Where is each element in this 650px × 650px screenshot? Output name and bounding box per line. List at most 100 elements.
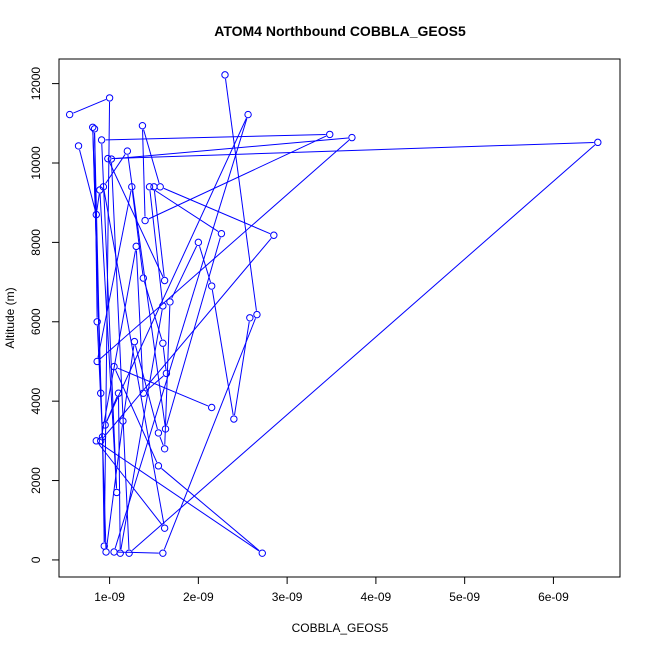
data-point	[101, 421, 109, 429]
series-line-segment	[111, 141, 594, 159]
data-point	[90, 125, 99, 133]
series-line-segment	[159, 436, 164, 446]
series-line-segment	[143, 129, 160, 184]
data-point	[139, 389, 148, 397]
series-line-segment	[106, 424, 123, 549]
data-point	[116, 549, 124, 557]
chart-title: ATOM4 Northbound COBBLA_GEOS5	[214, 23, 466, 39]
y-tick-label: 2000	[29, 467, 43, 494]
series-line-segment	[73, 98, 107, 114]
x-tick-label: 2e-09	[183, 590, 214, 604]
series-line-segment	[101, 143, 118, 489]
series-line-segment	[142, 129, 146, 217]
data-point	[194, 238, 203, 247]
data-point	[162, 369, 171, 378]
series-line-segment	[211, 289, 234, 416]
data-point	[159, 339, 167, 347]
data-point	[93, 318, 101, 326]
data-point	[154, 462, 163, 470]
data-point	[160, 276, 169, 285]
series-line-segment	[171, 245, 198, 299]
data-point	[65, 110, 74, 119]
x-tick-label: 4e-09	[361, 590, 392, 604]
x-tick-label: 6e-09	[538, 590, 569, 604]
series-line-segment	[233, 321, 250, 416]
series-line-segment	[163, 187, 271, 235]
series-1	[65, 94, 254, 556]
y-tick-label: 0	[29, 556, 43, 563]
series-line-segment	[103, 190, 165, 525]
data-point	[150, 183, 158, 191]
data-point	[93, 357, 101, 366]
y-axis-label: Altitude (m)	[3, 287, 17, 348]
series-line-segment	[105, 154, 126, 184]
series-line-segment	[225, 78, 257, 311]
series-line-segment	[118, 397, 121, 550]
data-point	[244, 110, 252, 119]
data-point	[92, 437, 100, 445]
series-line-segment	[106, 117, 247, 422]
series-line-segment	[163, 318, 256, 550]
series-line-segment	[111, 163, 130, 550]
series-line-segment	[162, 347, 167, 370]
series-line-segment	[135, 250, 144, 390]
series-line-segment	[118, 551, 159, 554]
data-point	[132, 242, 140, 251]
data-point	[123, 147, 132, 155]
data-point	[92, 210, 100, 219]
data-point	[258, 549, 266, 557]
series-line-segment	[100, 250, 136, 438]
series-line-segment	[117, 367, 209, 407]
data-point	[221, 71, 229, 79]
data-point	[89, 123, 97, 131]
data-point	[125, 549, 133, 557]
data-point	[107, 155, 116, 163]
series-line-segment	[114, 118, 248, 549]
data-point	[141, 216, 149, 225]
series-line-segment	[199, 246, 211, 283]
data-point	[139, 274, 148, 282]
data-point	[253, 310, 261, 319]
data-point	[160, 524, 169, 532]
series-line-segment	[161, 468, 260, 551]
data-point	[348, 133, 356, 142]
series-line-segment	[143, 281, 163, 340]
x-tick-label: 1e-09	[94, 590, 125, 604]
series-line-segment	[153, 190, 165, 277]
series-line-segment	[146, 375, 164, 391]
data-point	[270, 231, 278, 239]
series-2	[92, 71, 266, 557]
series-line-segment	[109, 162, 164, 278]
series-line-segment	[99, 139, 350, 360]
series-line-segment	[115, 137, 348, 160]
series-layer	[65, 71, 602, 557]
data-point	[207, 403, 216, 412]
data-point	[112, 488, 121, 497]
series-line-segment	[149, 190, 163, 302]
series-line-segment	[102, 237, 272, 439]
series-line-segment	[148, 135, 327, 220]
series-line-segment	[79, 149, 96, 211]
data-point	[246, 314, 254, 322]
x-tick-label: 3e-09	[272, 590, 303, 604]
data-point	[97, 136, 106, 144]
data-point	[96, 186, 104, 194]
series-line-segment	[115, 370, 158, 463]
data-point	[145, 183, 154, 191]
x-axis-label: COBBLA_GEOS5	[292, 621, 389, 635]
x-axis: 1e-09 2e-09 3e-09 4e-09 5e-09 6e-09	[94, 576, 569, 604]
series-3	[74, 121, 602, 557]
series-line-segment	[120, 309, 163, 550]
data-point	[154, 429, 163, 437]
data-point	[326, 130, 334, 139]
y-tick-label: 6000	[29, 308, 43, 335]
data-point	[97, 389, 105, 397]
series-line-segment	[122, 345, 135, 418]
y-axis: 0 2000 4000 6000 8000 10000 12000	[29, 67, 60, 563]
data-point	[138, 121, 147, 130]
y-tick-label: 12000	[29, 67, 43, 101]
y-tick-label: 10000	[29, 146, 43, 180]
series-line-segment	[97, 190, 132, 358]
